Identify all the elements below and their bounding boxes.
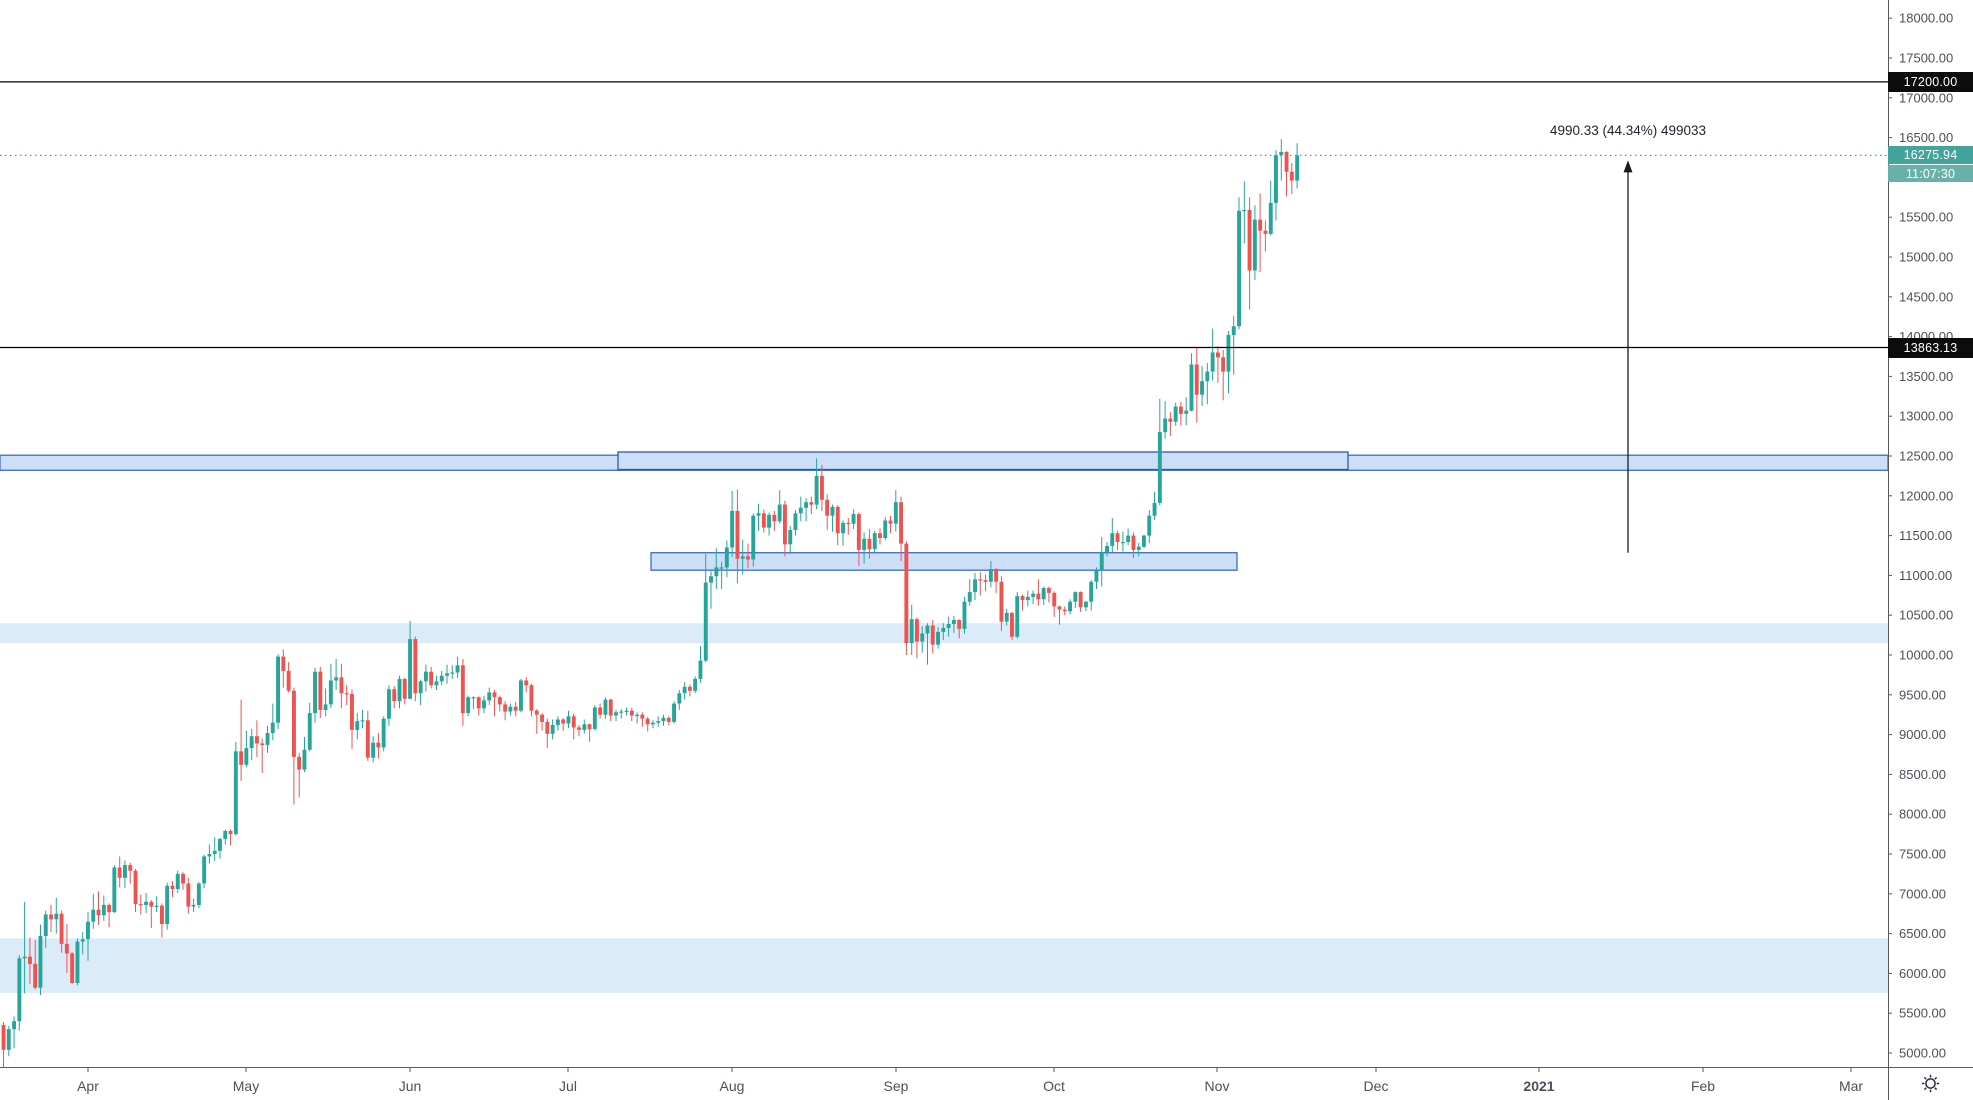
- axis-settings-button[interactable]: [1888, 1067, 1973, 1100]
- price-axis-ticks: 5000.00 5500.00 6000.00 6500.00 7000.00 7500.…: [1888, 11, 1953, 1061]
- svg-text:Sep: Sep: [884, 1078, 909, 1094]
- svg-text:Mar: Mar: [1839, 1078, 1863, 1094]
- svg-text:12500.00: 12500.00: [1899, 449, 1953, 464]
- svg-text:6500.00: 6500.00: [1899, 926, 1946, 941]
- svg-text:Jul: Jul: [559, 1078, 577, 1094]
- svg-text:Feb: Feb: [1691, 1078, 1715, 1094]
- svg-text:12000.00: 12000.00: [1899, 488, 1953, 503]
- svg-text:8000.00: 8000.00: [1899, 807, 1946, 822]
- svg-text:17500.00: 17500.00: [1899, 51, 1953, 66]
- band-5800-6400[interactable]: [0, 938, 1888, 993]
- svg-text:15500.00: 15500.00: [1899, 210, 1953, 225]
- svg-text:2021: 2021: [1523, 1078, 1554, 1094]
- svg-text:Jun: Jun: [399, 1078, 422, 1094]
- support-box[interactable]: [650, 552, 1238, 571]
- svg-text:Dec: Dec: [1364, 1078, 1389, 1094]
- svg-text:7000.00: 7000.00: [1899, 886, 1946, 901]
- svg-text:5500.00: 5500.00: [1899, 1006, 1946, 1021]
- band-10200-10400[interactable]: [0, 623, 1888, 644]
- svg-text:13000.00: 13000.00: [1899, 409, 1953, 424]
- svg-text:14500.00: 14500.00: [1899, 289, 1953, 304]
- last-price-label[interactable]: 16275.94: [1888, 146, 1973, 165]
- svg-text:5000.00: 5000.00: [1899, 1046, 1946, 1061]
- price-range-annotation[interactable]: 4990.33 (44.34%) 499033: [1549, 123, 1707, 139]
- time-axis-pane[interactable]: [0, 1067, 1888, 1100]
- resistance-box[interactable]: [617, 451, 1349, 471]
- svg-text:8500.00: 8500.00: [1899, 767, 1946, 782]
- price-label-13863[interactable]: 13863.13: [1888, 337, 1973, 358]
- svg-text:6000.00: 6000.00: [1899, 966, 1946, 981]
- svg-text:Apr: Apr: [77, 1078, 99, 1094]
- svg-text:11500.00: 11500.00: [1899, 528, 1952, 543]
- svg-text:Oct: Oct: [1043, 1078, 1065, 1094]
- svg-text:10500.00: 10500.00: [1899, 608, 1953, 623]
- price-axis-pane[interactable]: 17200.00 13863.13 16275.94 11:07:30: [1888, 0, 1973, 1067]
- measure-arrow[interactable]: [1623, 160, 1633, 553]
- bar-countdown-label: 11:07:30: [1888, 165, 1973, 183]
- svg-text:17000.00: 17000.00: [1899, 90, 1953, 105]
- svg-text:15000.00: 15000.00: [1899, 250, 1953, 265]
- svg-text:7500.00: 7500.00: [1899, 847, 1946, 862]
- svg-text:May: May: [233, 1078, 259, 1094]
- svg-text:9000.00: 9000.00: [1899, 727, 1946, 742]
- svg-text:Aug: Aug: [720, 1078, 745, 1094]
- candles: [1, 139, 1300, 1067]
- svg-text:11000.00: 11000.00: [1899, 568, 1952, 583]
- svg-text:16500.00: 16500.00: [1899, 130, 1953, 145]
- price-label-17200[interactable]: 17200.00: [1888, 71, 1973, 92]
- svg-text:Nov: Nov: [1205, 1078, 1230, 1094]
- svg-text:18000.00: 18000.00: [1899, 11, 1953, 26]
- time-axis-ticks: Apr May Jun Jul Aug Sep Oct Nov Dec 2021 Feb Mar: [77, 1067, 1863, 1094]
- svg-text:13500.00: 13500.00: [1899, 369, 1953, 384]
- svg-text:10000.00: 10000.00: [1899, 648, 1953, 663]
- gear-icon: [1921, 1074, 1940, 1093]
- svg-text:9500.00: 9500.00: [1899, 687, 1946, 702]
